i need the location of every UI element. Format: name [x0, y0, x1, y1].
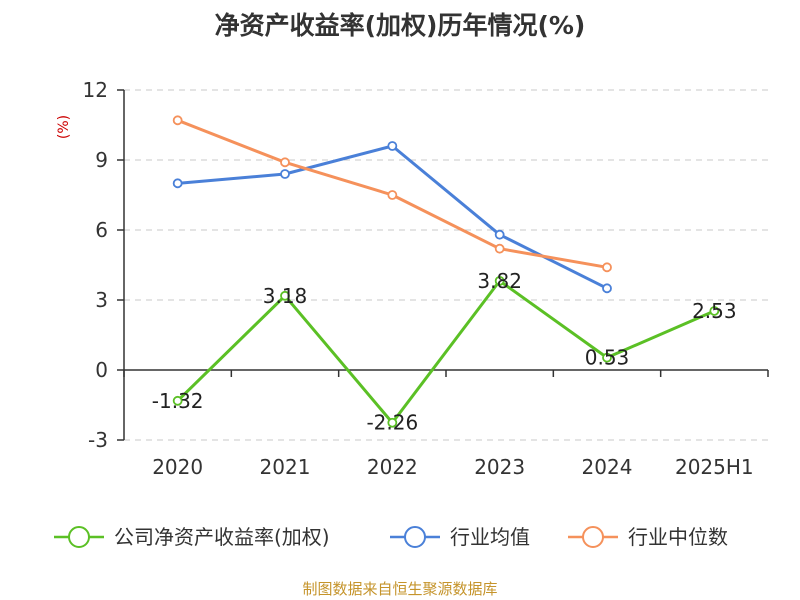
series-line-0	[176, 279, 715, 425]
y-tick-label: 3	[95, 288, 108, 312]
y-tick-label: 9	[95, 148, 108, 172]
data-point	[494, 275, 505, 286]
data-point	[494, 229, 505, 240]
data-point	[280, 169, 290, 179]
data-point	[172, 395, 183, 406]
x-tick-label: 2023	[474, 455, 525, 479]
data-point	[387, 141, 398, 151]
x-tick-label: 2024	[582, 455, 633, 479]
legend-marker	[68, 526, 90, 548]
data-point	[494, 243, 505, 254]
x-tick-label: 2021	[260, 455, 311, 479]
data-point	[172, 178, 183, 189]
legend-label: 行业中位数	[628, 525, 728, 549]
data-point	[280, 290, 290, 301]
y-tick-label: -3	[88, 428, 108, 452]
x-tick-label: 2020	[152, 455, 203, 479]
data-label: 3.82	[477, 269, 522, 293]
data-point	[387, 190, 398, 200]
data-label: -2.26	[366, 411, 418, 435]
y-axis-label: (%)	[56, 115, 72, 139]
legend-label: 行业均值	[450, 525, 530, 549]
data-point	[602, 262, 612, 273]
y-tick-label: 0	[95, 358, 108, 382]
data-point	[172, 115, 183, 126]
x-tick-label: 2025H1	[675, 455, 754, 479]
data-point	[602, 352, 612, 363]
x-tick-label: 2022	[367, 455, 418, 479]
data-point	[280, 157, 290, 168]
data-label: -1.32	[152, 389, 204, 413]
chart-title: 净资产收益率(加权)历年情况(%)	[214, 11, 586, 40]
legend-marker	[582, 526, 604, 548]
data-point	[602, 283, 612, 294]
legend-label: 公司净资产收益率(加权)	[114, 525, 330, 549]
data-point	[387, 417, 398, 428]
data-source-note: 制图数据来自恒生聚源数据库	[302, 580, 498, 598]
data-label: 0.53	[585, 346, 630, 370]
series-line-1	[177, 144, 608, 290]
legend-marker	[404, 526, 426, 548]
data-label: 2.53	[692, 299, 737, 323]
y-tick-label: 12	[83, 78, 108, 102]
y-tick-label: 6	[95, 218, 108, 242]
data-point	[709, 306, 720, 316]
data-label: 3.18	[263, 284, 308, 308]
